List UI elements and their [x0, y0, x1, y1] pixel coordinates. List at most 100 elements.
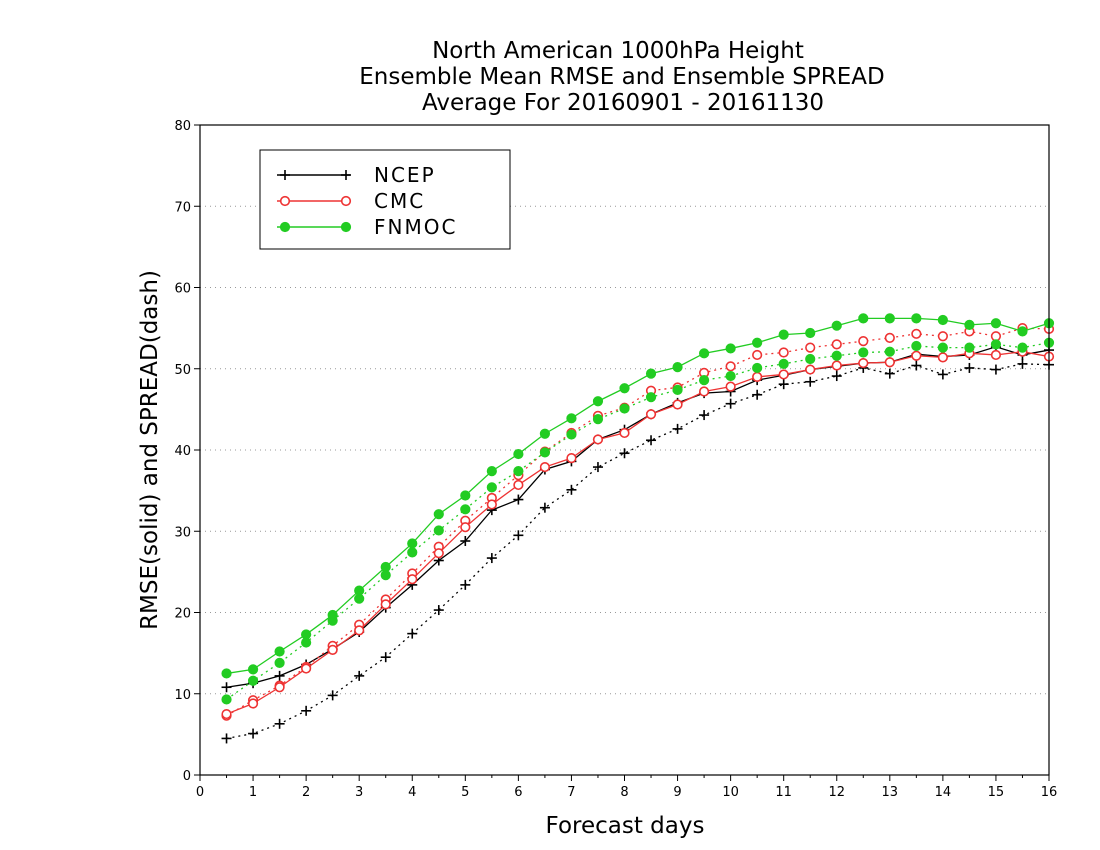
point-fnmoc-rmse-5 — [354, 585, 365, 596]
point-fnmoc-spread-8 — [433, 525, 444, 536]
chart-title: North American 1000hPa Height Ensemble M… — [359, 38, 884, 116]
x-axis-label: Forecast days — [546, 813, 705, 839]
point-ncep-spread-23 — [831, 371, 842, 382]
point-cmc-spread-25 — [884, 332, 895, 343]
x-tick-label-0: 0 — [196, 785, 204, 800]
x-tick-label-12: 12 — [828, 785, 845, 800]
point-ncep-spread-18 — [699, 410, 710, 421]
point-fnmoc-rmse-30 — [1017, 326, 1028, 337]
point-ncep-spread-25 — [884, 368, 895, 379]
point-fnmoc-rmse-18 — [698, 348, 710, 359]
point-fnmoc-spread-11 — [513, 466, 524, 477]
point-cmc-rmse-29 — [990, 349, 1002, 361]
legend-label-cmc: CMC — [374, 189, 425, 213]
point-fnmoc-spread-21 — [778, 358, 789, 369]
x-tick-label-8: 8 — [620, 785, 628, 800]
point-cmc-rmse-15 — [619, 427, 630, 439]
series-ncep-spread — [221, 358, 1054, 744]
point-cmc-rmse-24 — [858, 357, 869, 369]
x-tick-label-11: 11 — [775, 785, 792, 800]
legend-marker-left-cmc — [279, 195, 291, 207]
point-fnmoc-spread-28 — [964, 342, 975, 353]
x-tick-label-15: 15 — [988, 785, 1005, 800]
point-ncep-spread-20 — [752, 389, 763, 400]
point-ncep-spread-10 — [486, 553, 497, 564]
point-ncep-spread-17 — [672, 423, 683, 434]
point-ncep-spread-1 — [248, 728, 259, 739]
point-cmc-rmse-6 — [380, 599, 391, 610]
point-ncep-spread-9 — [460, 579, 471, 590]
point-fnmoc-spread-10 — [486, 482, 497, 493]
point-ncep-spread-29 — [990, 364, 1001, 375]
point-fnmoc-rmse-29 — [990, 318, 1002, 329]
point-fnmoc-rmse-4 — [327, 609, 338, 621]
point-fnmoc-rmse-20 — [752, 337, 763, 348]
point-cmc-rmse-16 — [645, 409, 657, 420]
y-axis-label: RMSE(solid) and SPREAD(dash) — [137, 270, 163, 630]
point-cmc-rmse-9 — [460, 522, 471, 533]
point-ncep-spread-21 — [778, 379, 789, 390]
point-ncep-spread-28 — [964, 362, 975, 373]
point-ncep-spread-13 — [566, 484, 577, 495]
point-ncep-rmse-2 — [274, 670, 285, 681]
y-tick-label-60: 60 — [174, 282, 191, 297]
x-tick-label-16: 16 — [1041, 785, 1058, 800]
x-tick-label-4: 4 — [408, 785, 416, 800]
point-cmc-rmse-7 — [407, 574, 418, 585]
x-tick-label-9: 9 — [673, 785, 681, 800]
point-ncep-rmse-0 — [221, 682, 232, 693]
point-cmc-rmse-22 — [805, 364, 816, 375]
point-fnmoc-rmse-23 — [831, 320, 842, 331]
point-ncep-spread-4 — [327, 690, 338, 701]
x-tick-label-6: 6 — [514, 785, 522, 800]
point-fnmoc-rmse-28 — [964, 319, 975, 330]
point-ncep-spread-0 — [221, 733, 232, 744]
y-tick-label-0: 0 — [183, 769, 191, 784]
point-fnmoc-rmse-11 — [513, 448, 524, 460]
point-fnmoc-spread-26 — [911, 340, 922, 352]
point-ncep-spread-11 — [513, 530, 524, 541]
point-fnmoc-spread-0 — [221, 694, 232, 705]
point-cmc-rmse-14 — [592, 434, 604, 445]
point-fnmoc-spread-22 — [805, 353, 816, 365]
point-ncep-spread-8 — [433, 605, 444, 616]
x-tick-label-13: 13 — [882, 785, 899, 800]
legend-marker-right-fnmoc — [340, 221, 352, 233]
point-ncep-spread-7 — [407, 628, 418, 639]
point-fnmoc-spread-16 — [645, 392, 657, 403]
point-fnmoc-rmse-19 — [725, 343, 736, 354]
point-fnmoc-spread-30 — [1017, 342, 1028, 353]
point-fnmoc-rmse-8 — [433, 509, 444, 520]
point-fnmoc-spread-2 — [274, 657, 285, 668]
point-ncep-spread-19 — [725, 398, 736, 409]
point-cmc-spread-26 — [911, 328, 922, 339]
point-fnmoc-rmse-25 — [884, 313, 895, 324]
point-fnmoc-rmse-0 — [221, 668, 232, 679]
point-ncep-spread-14 — [592, 462, 603, 473]
title-line-2: Ensemble Mean RMSE and Ensemble SPREAD — [359, 64, 884, 90]
point-cmc-spread-21 — [778, 347, 789, 358]
point-fnmoc-spread-18 — [698, 375, 710, 386]
point-cmc-rmse-20 — [752, 371, 763, 382]
point-fnmoc-spread-1 — [247, 675, 259, 686]
point-ncep-spread-26 — [911, 360, 922, 371]
point-fnmoc-rmse-6 — [380, 561, 391, 573]
point-fnmoc-spread-25 — [884, 346, 895, 357]
point-cmc-rmse-1 — [247, 698, 259, 709]
point-fnmoc-rmse-9 — [460, 490, 471, 501]
point-fnmoc-rmse-1 — [247, 664, 259, 675]
y-tick-label-80: 80 — [174, 119, 191, 134]
title-line-3: Average For 20160901 - 20161130 — [422, 90, 824, 116]
legend-label-fnmoc: FNMOC — [374, 215, 457, 239]
y-tick-label-10: 10 — [174, 688, 191, 703]
point-cmc-rmse-23 — [831, 360, 842, 371]
x-tick-label-2: 2 — [302, 785, 310, 800]
point-cmc-rmse-13 — [566, 453, 577, 464]
point-cmc-rmse-10 — [486, 499, 497, 510]
point-fnmoc-spread-15 — [619, 403, 630, 414]
title-line-1: North American 1000hPa Height — [432, 38, 804, 64]
legend-label-ncep: NCEP — [374, 163, 436, 187]
